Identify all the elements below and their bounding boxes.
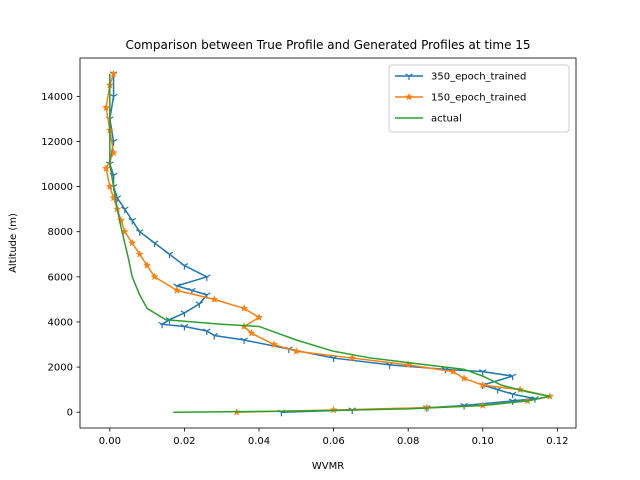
legend-item-150_epoch_trained: 150_epoch_trained — [395, 93, 526, 104]
legend-item-actual: actual — [395, 114, 462, 125]
data-point — [202, 328, 211, 335]
data-point — [292, 346, 301, 355]
legend-marker — [405, 73, 413, 80]
y-tick-label: 6000 — [48, 272, 73, 283]
data-point — [195, 301, 204, 308]
x-tick-label: 0.06 — [322, 436, 344, 447]
y-tick-label: 14000 — [41, 92, 73, 103]
x-tick-label: 0.12 — [546, 436, 568, 447]
data-point — [478, 380, 487, 389]
data-point — [348, 353, 357, 362]
x-tick-label: 0.04 — [248, 436, 270, 447]
data-point — [109, 193, 118, 202]
y-tick-label: 4000 — [48, 317, 73, 328]
x-tick-label: 0.08 — [397, 436, 419, 447]
data-point — [404, 360, 413, 369]
data-point — [128, 238, 137, 247]
data-point — [508, 373, 517, 381]
data-point — [158, 321, 166, 329]
x-tick-label: 0.00 — [99, 436, 121, 447]
data-point — [180, 323, 189, 331]
data-point — [101, 164, 111, 173]
y-axis-label: Altitude (m) — [8, 213, 19, 273]
data-point — [478, 369, 487, 376]
series-actual — [109, 73, 551, 413]
data-point — [128, 217, 137, 225]
data-point — [135, 229, 144, 236]
data-point — [180, 310, 189, 317]
y-tick-label: 10000 — [41, 182, 73, 193]
data-point — [210, 332, 219, 340]
x-axis-label: WVMR — [312, 461, 344, 472]
data-point — [239, 304, 249, 312]
legend-box — [388, 64, 570, 133]
data-point — [247, 328, 256, 337]
axes-frame — [79, 57, 577, 429]
data-point — [109, 69, 118, 78]
y-tick-label: 2000 — [48, 363, 73, 374]
data-point — [135, 249, 144, 258]
data-point — [508, 391, 517, 399]
legend-label: actual — [431, 114, 462, 125]
data-point — [254, 313, 264, 321]
data-point — [172, 286, 182, 294]
legend-item-350_epoch_trained: 350_epoch_trained — [395, 72, 526, 83]
data-point — [109, 93, 118, 101]
series-line — [109, 73, 551, 413]
plot-area — [101, 69, 555, 417]
chart-title: Comparison between True Profile and Gene… — [125, 38, 530, 52]
x-tick-label: 0.10 — [472, 436, 494, 447]
data-point — [210, 295, 219, 303]
data-point — [165, 251, 174, 259]
y-tick-label: 0 — [67, 408, 73, 419]
legend-label: 150_epoch_trained — [431, 93, 526, 104]
data-point — [150, 240, 159, 247]
data-point — [460, 374, 469, 382]
data-point — [143, 261, 152, 270]
data-point — [109, 148, 118, 157]
legend-label: 350_epoch_trained — [431, 72, 526, 83]
y-tick-label: 8000 — [48, 227, 73, 238]
data-point — [101, 103, 111, 112]
data-point — [202, 274, 211, 281]
data-point — [269, 340, 279, 349]
data-point — [105, 182, 114, 191]
data-point — [120, 206, 129, 214]
data-point — [240, 337, 248, 345]
legend-marker — [404, 92, 414, 101]
y-tick-label: 12000 — [41, 137, 73, 148]
data-point — [150, 272, 159, 281]
data-point — [180, 263, 189, 270]
x-tick-label: 0.02 — [173, 436, 195, 447]
data-point — [116, 216, 126, 224]
data-point — [448, 367, 458, 376]
axes: 0.00 0.02 0.04 0.06 0.08 0.10 0.12 0 2000 4000 600… — [41, 57, 577, 447]
